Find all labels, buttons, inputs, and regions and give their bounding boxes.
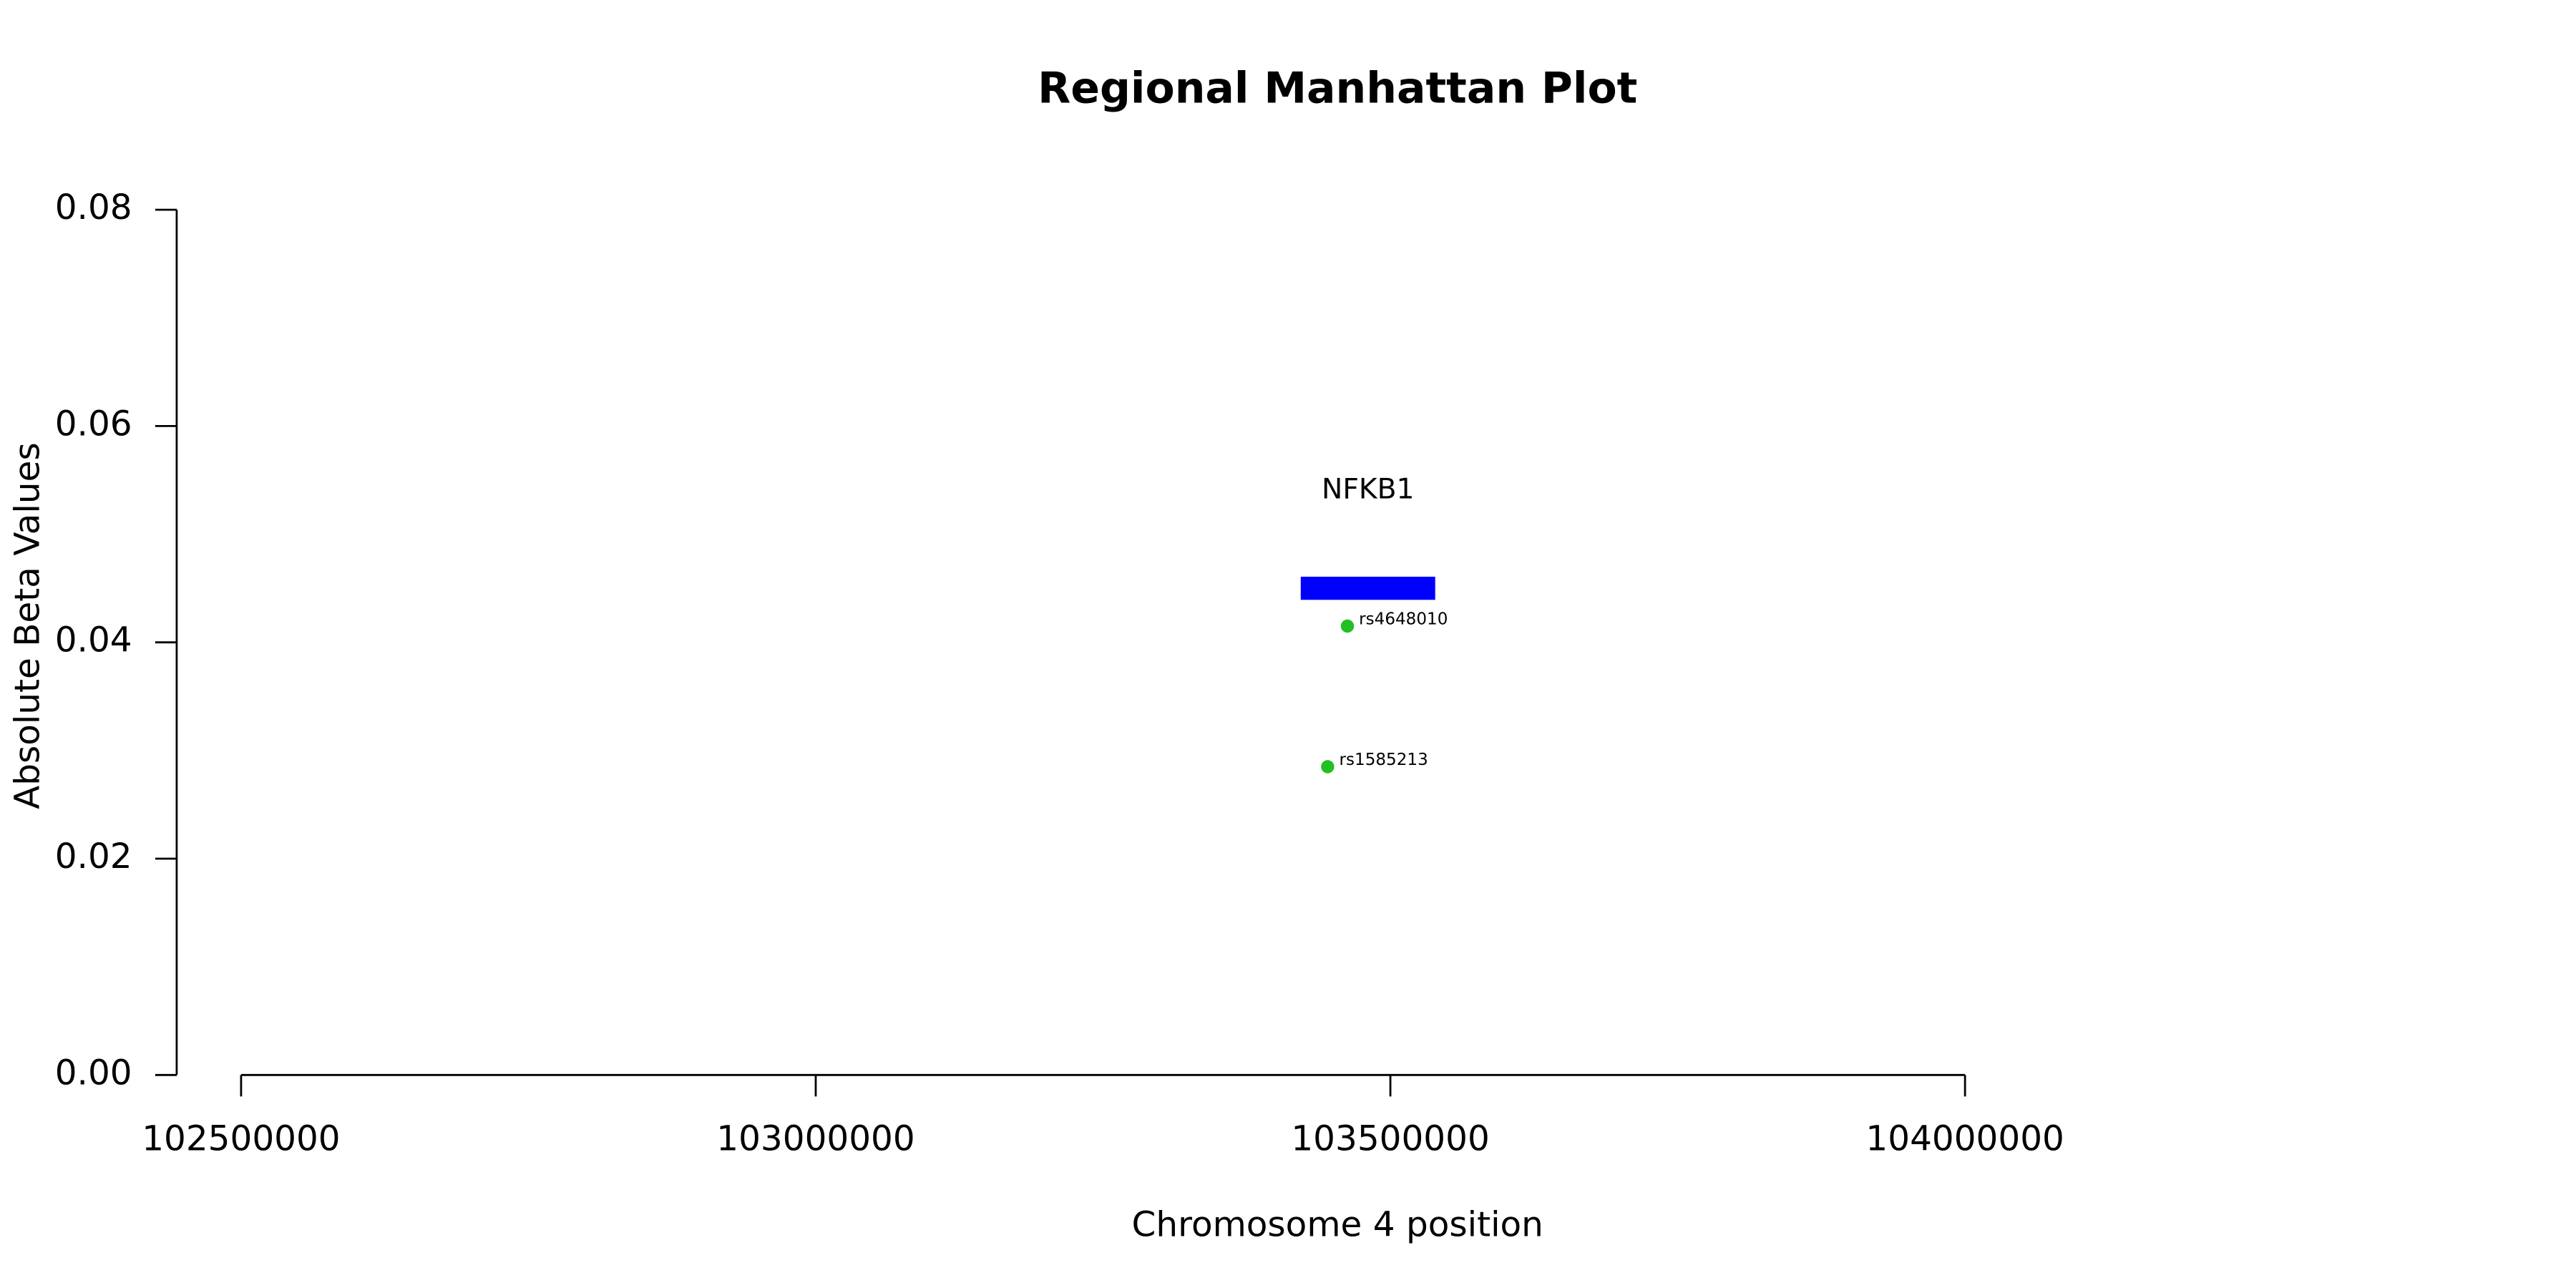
gene xyxy=(1300,576,1435,600)
x-tick-label: 103500000 xyxy=(1291,1119,1489,1159)
gene-label: NFKB1 xyxy=(1322,473,1414,505)
point-label: rs4648010 xyxy=(1359,610,1448,628)
chart-title: Regional Manhattan Plot xyxy=(1038,64,1637,114)
x-tick-label: 102500000 xyxy=(142,1119,340,1159)
point xyxy=(1321,760,1335,774)
point xyxy=(1340,619,1355,633)
y-tick-label: 0.06 xyxy=(55,404,132,444)
point-label: rs1585213 xyxy=(1340,751,1428,769)
x-axis-label: Chromosome 4 position xyxy=(1132,1205,1543,1245)
x-tick-label: 103000000 xyxy=(716,1119,914,1159)
y-tick-label: 0.00 xyxy=(55,1053,132,1093)
y-tick-label: 0.04 xyxy=(55,620,132,660)
x-tick-label: 104000000 xyxy=(1865,1119,2064,1159)
y-tick-label: 0.08 xyxy=(55,187,132,228)
y-axis-label: Absolute Beta Values xyxy=(8,442,48,809)
y-tick-label: 0.02 xyxy=(55,836,132,877)
